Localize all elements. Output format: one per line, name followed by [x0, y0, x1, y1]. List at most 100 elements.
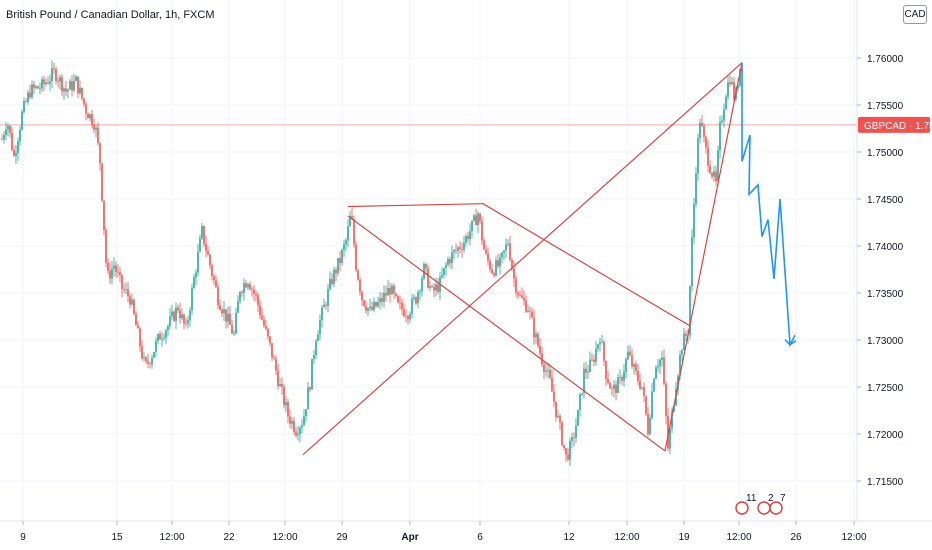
candle-body [111, 268, 113, 279]
candle-body [235, 312, 237, 334]
candle-body [263, 319, 265, 326]
candle-body [499, 257, 501, 267]
candle-body [719, 121, 721, 151]
candle-body [645, 396, 647, 414]
candle-body [607, 378, 609, 384]
candle-body [547, 369, 549, 371]
candle-body [257, 295, 259, 306]
candle-body [533, 317, 535, 338]
candle-body [583, 368, 585, 393]
candle-body [7, 125, 9, 130]
candle-body [13, 149, 15, 156]
candle-body [375, 301, 377, 307]
candle-body [615, 384, 617, 393]
price-axis[interactable]: 1.76000 1.75500 1.75000 1.74500 1.74000 1.735… [857, 54, 904, 488]
candle-body [653, 378, 655, 392]
candle-body [715, 171, 717, 182]
candle-body [411, 298, 413, 314]
candle-body [387, 288, 389, 296]
candle-body [117, 271, 119, 273]
chart-title: British Pound / Canadian Dollar, 1h, FXC… [6, 9, 215, 21]
time-axis[interactable]: 9 15 12:00 22 12:00 29 Apr 6 12 12:00 19 12:00 26 12:… [20, 521, 867, 543]
event-markers[interactable]: 11 2 7 [735, 493, 786, 515]
candle-body [461, 249, 463, 250]
candle-body [501, 252, 503, 258]
candle-body [159, 333, 161, 340]
candle-body [429, 285, 431, 288]
candle-body [447, 259, 449, 265]
candle-body [293, 420, 295, 432]
time-tick-label: 9 [20, 532, 26, 543]
candle-body [431, 285, 433, 287]
candle-body [667, 416, 669, 449]
candle-body [109, 270, 111, 279]
candle-body [271, 343, 273, 358]
candle-body [463, 242, 465, 250]
candle-body [273, 357, 275, 359]
candle-body [471, 220, 473, 232]
time-tick-label: Apr [401, 532, 418, 543]
candle-body [711, 173, 713, 177]
time-tick-label: 29 [336, 532, 348, 543]
candle-body [215, 280, 217, 288]
candle-body [519, 295, 521, 296]
candle-body [193, 277, 195, 289]
candle-body [457, 247, 459, 251]
candle-body [363, 300, 365, 307]
candle-body [69, 81, 71, 90]
candle-body [483, 240, 485, 250]
candle-body [441, 275, 443, 278]
candle-body [507, 243, 509, 245]
candlesticks [1, 60, 743, 466]
candle-body [277, 370, 279, 387]
price-tick-label: 1.72000 [867, 430, 904, 441]
time-tick-label: 12:00 [159, 532, 184, 543]
candle-body [247, 284, 249, 288]
projection-arrow[interactable] [741, 62, 797, 348]
candle-body [133, 299, 135, 314]
candle-body [281, 383, 283, 388]
candle-body [323, 304, 325, 308]
candle-body [199, 238, 201, 252]
candle-body [575, 425, 577, 438]
currency-badge[interactable]: CAD [903, 5, 927, 24]
candle-body [527, 310, 529, 312]
candle-body [451, 252, 453, 264]
candle-body [721, 120, 723, 122]
harmonic-pattern[interactable] [302, 62, 743, 456]
candle-body [153, 351, 155, 358]
candle-body [641, 387, 643, 389]
candle-body [713, 171, 715, 177]
candle-body [295, 431, 297, 436]
candle-body [623, 371, 625, 381]
candle-body [535, 333, 537, 338]
candle-body [565, 447, 567, 455]
time-tick-label: 15 [111, 532, 123, 543]
candle-body [71, 81, 73, 91]
candle-body [355, 244, 357, 271]
candle-body [251, 289, 253, 291]
candle-body [351, 215, 353, 220]
time-tick-label: 26 [790, 532, 802, 543]
pattern-leg [347, 215, 666, 452]
candle-body [73, 80, 75, 91]
candle-body [651, 391, 653, 418]
candle-body [31, 84, 33, 98]
candle-body [261, 315, 263, 320]
time-tick-label: 12:00 [272, 532, 297, 543]
candle-body [669, 428, 671, 449]
candle-body [473, 215, 475, 221]
candle-body [709, 165, 711, 174]
pattern-leg [347, 203, 484, 208]
candle-body [335, 269, 337, 274]
candle-body [315, 341, 317, 356]
price-tick-label: 1.73000 [867, 336, 904, 347]
candle-body [725, 96, 727, 110]
candle-body [47, 82, 49, 84]
candle-body [553, 391, 555, 402]
candle-body [485, 249, 487, 254]
candle-body [413, 297, 415, 299]
candle-body [665, 383, 667, 417]
candle-body [373, 301, 375, 310]
